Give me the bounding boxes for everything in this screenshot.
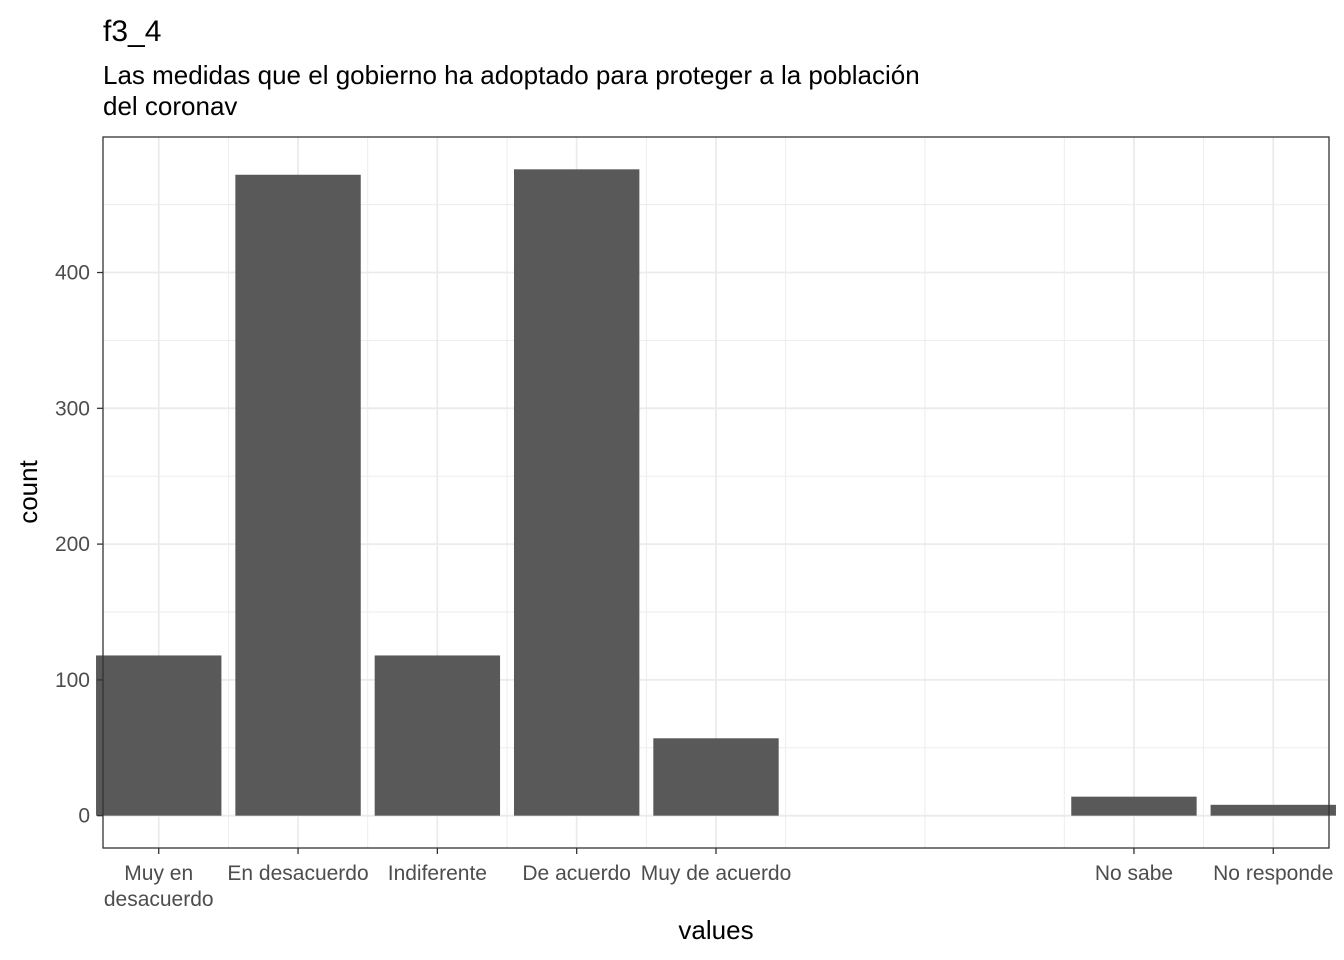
bar [1071, 796, 1197, 816]
x-tick-label: Muy de acuerdo [641, 862, 792, 885]
x-tick-label: Muy en desacuerdo [104, 862, 214, 911]
bar [513, 169, 640, 816]
bar [96, 655, 222, 816]
x-tick-label: En desacuerdo [227, 862, 368, 885]
chart-subtitle-line-1: Las medidas que el gobierno ha adoptado … [103, 60, 920, 90]
x-tick-label: No responde [1213, 862, 1333, 885]
chart-subtitle-line-2: del coronav [103, 91, 237, 121]
x-axis: Muy en desacuerdo En desacuerdo Indiferente… [104, 848, 1333, 911]
x-axis-title: values [678, 915, 753, 945]
x-tick-label: De acuerdo [522, 862, 631, 885]
bar [235, 174, 361, 816]
bars [96, 169, 1336, 816]
y-tick-label: 400 [55, 262, 90, 285]
y-tick-label: 200 [55, 533, 90, 556]
bar [1210, 804, 1336, 816]
y-tick-label: 300 [55, 397, 90, 420]
chart-title: f3_4 [103, 15, 161, 48]
y-tick-label: 0 [78, 805, 90, 828]
bar [653, 738, 779, 816]
y-axis-title: count [13, 459, 43, 523]
bar [374, 655, 501, 816]
y-axis: 0 100 200 300 400 [55, 262, 103, 828]
x-tick-label: Indiferente [388, 862, 487, 885]
x-tick-label: No sabe [1095, 862, 1173, 885]
y-tick-label: 100 [55, 669, 90, 692]
